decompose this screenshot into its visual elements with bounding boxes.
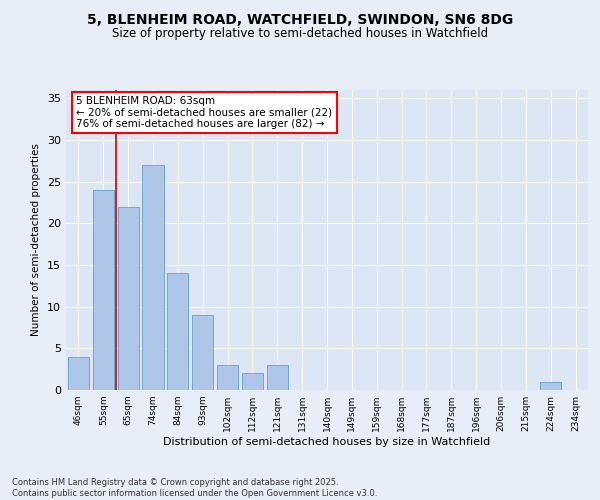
Bar: [68, 356, 89, 390]
Bar: [192, 315, 213, 390]
Bar: [142, 165, 164, 390]
Bar: [267, 365, 288, 390]
Bar: [540, 382, 561, 390]
Bar: [167, 274, 188, 390]
Text: Size of property relative to semi-detached houses in Watchfield: Size of property relative to semi-detach…: [112, 28, 488, 40]
Bar: [93, 190, 114, 390]
Bar: [217, 365, 238, 390]
Bar: [242, 374, 263, 390]
Y-axis label: Number of semi-detached properties: Number of semi-detached properties: [31, 144, 41, 336]
Text: 5, BLENHEIM ROAD, WATCHFIELD, SWINDON, SN6 8DG: 5, BLENHEIM ROAD, WATCHFIELD, SWINDON, S…: [87, 12, 513, 26]
Text: 5 BLENHEIM ROAD: 63sqm
← 20% of semi-detached houses are smaller (22)
76% of sem: 5 BLENHEIM ROAD: 63sqm ← 20% of semi-det…: [76, 96, 332, 129]
X-axis label: Distribution of semi-detached houses by size in Watchfield: Distribution of semi-detached houses by …: [163, 437, 491, 447]
Text: Contains HM Land Registry data © Crown copyright and database right 2025.
Contai: Contains HM Land Registry data © Crown c…: [12, 478, 377, 498]
Bar: [118, 206, 139, 390]
